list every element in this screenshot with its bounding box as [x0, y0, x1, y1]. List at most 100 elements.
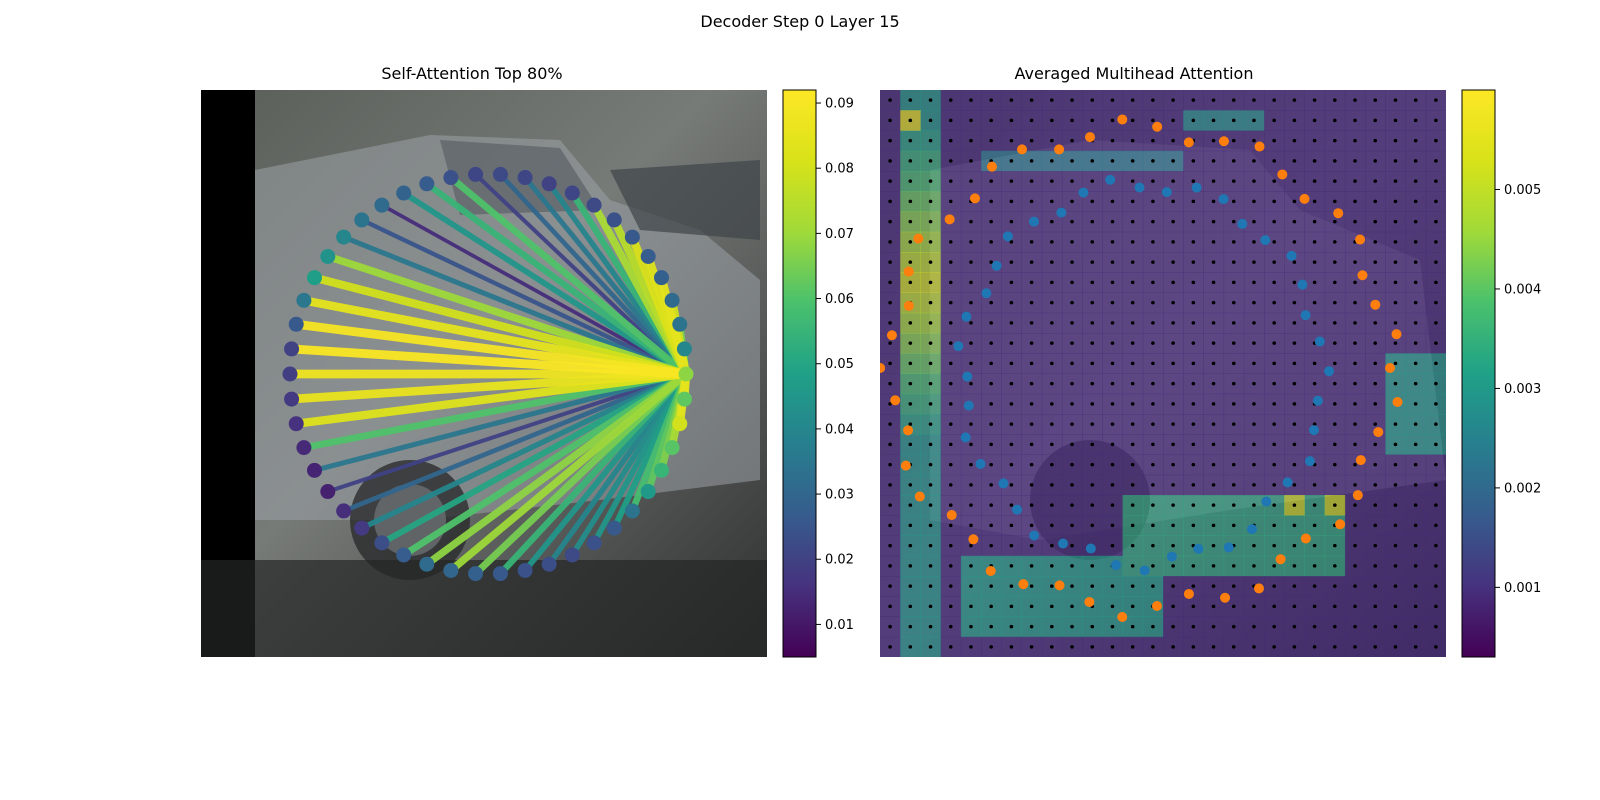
grid-point: [1353, 624, 1357, 629]
grid-point: [1070, 604, 1074, 609]
grid-point: [1413, 381, 1418, 386]
grid-point: [1009, 381, 1014, 386]
grid-point: [1050, 199, 1054, 204]
grid-point: [948, 543, 953, 548]
grid-point: [1211, 523, 1216, 528]
grid-point: [1110, 321, 1115, 325]
grid-point: [1090, 280, 1095, 285]
attention-node: [468, 166, 484, 182]
grid-point: [1231, 381, 1236, 386]
grid-point: [1413, 138, 1418, 143]
grid-point: [948, 645, 953, 649]
attention-node: [468, 566, 484, 582]
grid-point: [1292, 280, 1297, 285]
grid-point: [969, 523, 973, 528]
grid-point: [1353, 483, 1357, 487]
grid-point: [1070, 523, 1074, 528]
blue-point: [998, 478, 1009, 489]
grid-point: [1413, 422, 1418, 426]
grid-point: [989, 118, 993, 123]
grid-point: [1272, 584, 1276, 588]
grid-point: [989, 179, 993, 183]
grid-point: [948, 523, 953, 528]
grid-point: [1171, 422, 1175, 426]
grid-point: [1070, 321, 1074, 325]
grid-point: [1110, 199, 1115, 204]
colorbar-tick-label: 0.03: [825, 488, 854, 503]
grid-point: [989, 422, 993, 426]
orange-point: [1151, 601, 1162, 612]
grid-point: [1029, 321, 1034, 325]
grid-point: [1029, 543, 1034, 548]
attention-edge: [380, 371, 688, 546]
grid-point: [1272, 179, 1276, 183]
grid-point: [1292, 422, 1297, 426]
blue-point: [1056, 207, 1067, 218]
orange-point: [880, 363, 886, 373]
grid-point: [1110, 462, 1115, 467]
left-panel-title: Self-Attention Top 80%: [381, 64, 563, 83]
grid-point: [1353, 300, 1357, 305]
grid-point: [1434, 483, 1438, 487]
grid-point: [1050, 523, 1054, 528]
grid-point: [1130, 584, 1135, 588]
grid-point: [948, 361, 953, 366]
grid-point: [1252, 645, 1256, 649]
grid-point: [1312, 260, 1317, 264]
grid-point: [1373, 442, 1378, 447]
grid-point: [1292, 483, 1297, 487]
grid-point: [1333, 280, 1337, 285]
grid-point: [969, 584, 973, 588]
grid-point: [1312, 361, 1317, 366]
grid-point: [1110, 483, 1115, 487]
grid-point: [1292, 138, 1297, 143]
grid-point: [1171, 564, 1175, 568]
grid-point: [989, 321, 993, 325]
grid-point: [1434, 98, 1438, 102]
grid-point: [1231, 523, 1236, 528]
grid-point: [1333, 462, 1337, 467]
grid-point: [1171, 645, 1175, 649]
grid-point: [908, 341, 913, 345]
grid-point: [1373, 543, 1378, 548]
grid-point: [948, 179, 953, 183]
grid-point: [928, 159, 933, 163]
grid-point: [1090, 98, 1095, 102]
blue-point: [961, 311, 972, 322]
grid-point: [1130, 645, 1135, 649]
grid-point: [1272, 240, 1276, 244]
grid-point: [1434, 260, 1438, 264]
orange-point: [1253, 583, 1264, 594]
grid-point: [1130, 483, 1135, 487]
blue-point: [1314, 336, 1325, 347]
grid-point: [1272, 543, 1276, 548]
grid-point: [989, 260, 993, 264]
blue-point: [1012, 504, 1023, 515]
grid-point: [1231, 624, 1236, 629]
grid-point: [1151, 300, 1155, 305]
grid-point: [1312, 98, 1317, 102]
blue-point: [1085, 543, 1096, 554]
grid-point: [1413, 341, 1418, 345]
grid-point: [1231, 219, 1236, 224]
grid-point: [1292, 199, 1297, 204]
grid-point: [928, 361, 933, 366]
grid-point: [1353, 564, 1357, 568]
grid-point: [908, 240, 913, 244]
blue-point: [1237, 218, 1248, 229]
grid-point: [989, 645, 993, 649]
grid-point: [1171, 219, 1175, 224]
grid-point: [1029, 159, 1034, 163]
grid-point: [969, 98, 973, 102]
grid-point: [1353, 604, 1357, 609]
grid-point: [1171, 361, 1175, 366]
grid-point: [1272, 361, 1276, 366]
grid-point: [1312, 159, 1317, 163]
grid-point: [1252, 503, 1256, 507]
grid-point: [1130, 118, 1135, 123]
grid-point: [1191, 260, 1196, 264]
grid-point: [1009, 98, 1014, 102]
grid-point: [1050, 118, 1054, 123]
grid-point: [1211, 503, 1216, 507]
grid-point: [1029, 118, 1034, 123]
